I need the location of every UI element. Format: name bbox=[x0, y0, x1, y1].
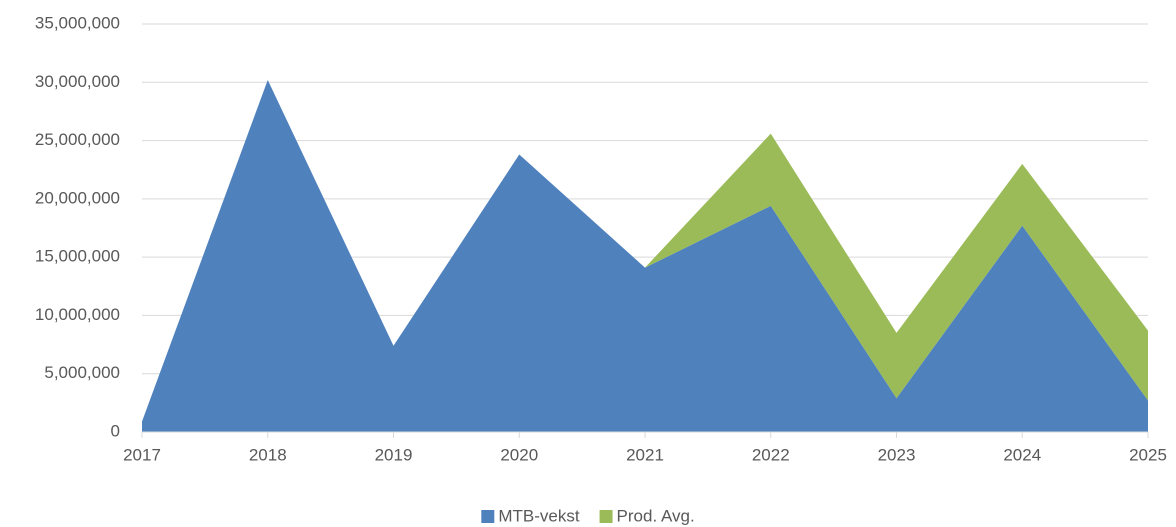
x-tick-label: 2017 bbox=[123, 445, 161, 464]
y-tick-label: 15,000,000 bbox=[35, 247, 120, 266]
legend: MTB-vekst Prod. Avg. bbox=[481, 506, 695, 525]
x-tick-label: 2025 bbox=[1129, 445, 1167, 464]
y-tick-label: 0 bbox=[111, 421, 120, 440]
x-tick-label: 2020 bbox=[500, 445, 538, 464]
area bbox=[142, 79, 1148, 432]
legend-swatch bbox=[599, 510, 613, 523]
x-tick-label: 2018 bbox=[249, 445, 287, 464]
x-tick-label: 2019 bbox=[375, 445, 413, 464]
y-tick-label: 30,000,000 bbox=[35, 72, 120, 91]
y-tick-label: 35,000,000 bbox=[35, 13, 120, 32]
y-tick-label: 5,000,000 bbox=[44, 363, 120, 382]
y-tick-label: 20,000,000 bbox=[35, 188, 120, 207]
y-tick-label: 10,000,000 bbox=[35, 305, 120, 324]
legend-label: Prod. Avg. bbox=[617, 506, 695, 525]
area bbox=[142, 79, 1148, 422]
y-tick-label: 25,000,000 bbox=[35, 130, 120, 149]
legend-label: MTB-vekst bbox=[498, 506, 580, 525]
x-tick-label: 2024 bbox=[1003, 445, 1041, 464]
x-tick-label: 2023 bbox=[878, 445, 916, 464]
legend-swatch bbox=[481, 510, 495, 523]
x-tick-label: 2021 bbox=[626, 445, 664, 464]
x-tick-label: 2022 bbox=[752, 445, 790, 464]
